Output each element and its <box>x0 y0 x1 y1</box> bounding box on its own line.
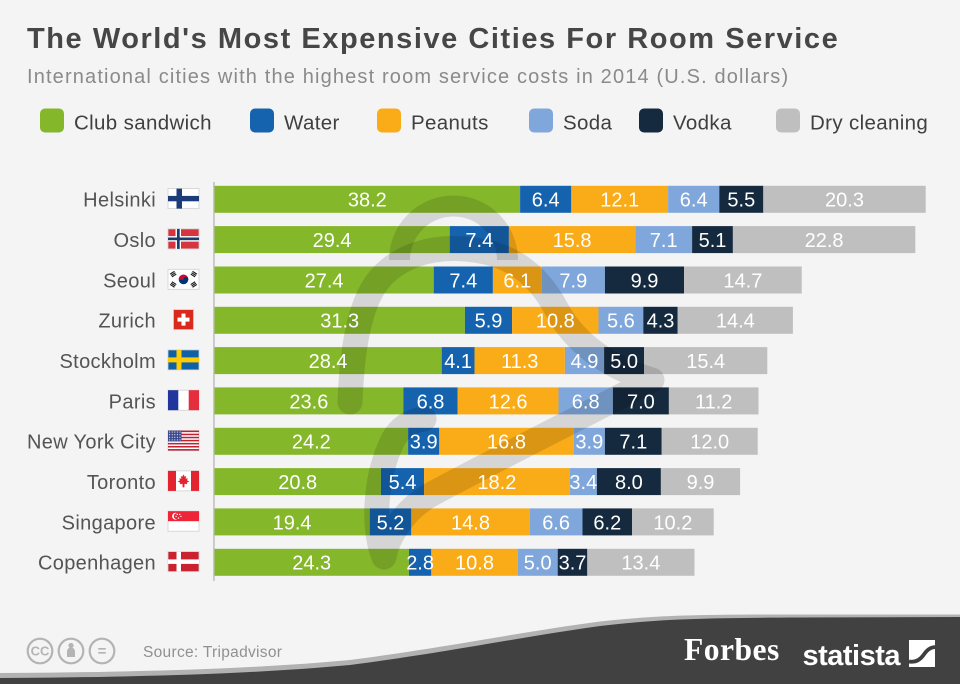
svg-text:7.1: 7.1 <box>619 432 647 454</box>
svg-text:Vodka: Vodka <box>673 112 732 135</box>
svg-text:5.5: 5.5 <box>727 190 755 212</box>
svg-text:statista: statista <box>802 640 901 672</box>
svg-text:24.2: 24.2 <box>292 432 331 454</box>
svg-text:18.2: 18.2 <box>477 472 516 494</box>
svg-text:12.6: 12.6 <box>489 391 528 413</box>
svg-text:4.3: 4.3 <box>647 311 675 333</box>
svg-text:15.8: 15.8 <box>553 230 592 252</box>
svg-text:4.1: 4.1 <box>444 351 472 373</box>
svg-text:Oslo: Oslo <box>113 230 156 252</box>
svg-text:24.3: 24.3 <box>292 553 331 575</box>
svg-text:14.7: 14.7 <box>723 270 762 292</box>
svg-text:10.8: 10.8 <box>455 553 494 575</box>
svg-text:16.8: 16.8 <box>487 432 526 454</box>
svg-text:3.4: 3.4 <box>569 472 597 494</box>
svg-text:11.3: 11.3 <box>501 351 538 373</box>
svg-text:19.4: 19.4 <box>273 512 312 534</box>
svg-text:8.0: 8.0 <box>615 472 643 494</box>
svg-text:4.9: 4.9 <box>571 351 599 373</box>
svg-text:5.6: 5.6 <box>607 311 635 333</box>
svg-text:5.4: 5.4 <box>389 472 417 494</box>
svg-text:9.9: 9.9 <box>687 472 715 494</box>
svg-text:22.8: 22.8 <box>805 230 844 252</box>
svg-text:3.9: 3.9 <box>575 432 603 454</box>
svg-text:Club sandwich: Club sandwich <box>74 112 212 135</box>
svg-text:5.0: 5.0 <box>524 553 552 575</box>
svg-text:14.4: 14.4 <box>716 311 755 333</box>
svg-text:29.4: 29.4 <box>313 230 352 252</box>
svg-text:International cities with the: International cities with the highest ro… <box>27 66 789 88</box>
svg-text:38.2: 38.2 <box>348 190 387 212</box>
svg-text:6.2: 6.2 <box>593 512 621 534</box>
svg-text:New York City: New York City <box>27 432 156 454</box>
svg-text:12.0: 12.0 <box>690 432 729 454</box>
svg-text:Peanuts: Peanuts <box>411 112 489 135</box>
svg-text:13.4: 13.4 <box>621 553 660 575</box>
svg-text:7.1: 7.1 <box>650 230 678 252</box>
svg-text:The World's Most Expensive Cit: The World's Most Expensive Cities For Ro… <box>27 23 839 55</box>
svg-text:6.4: 6.4 <box>532 190 560 212</box>
svg-text:Seoul: Seoul <box>103 270 156 292</box>
svg-text:28.4: 28.4 <box>309 351 348 373</box>
svg-text:Toronto: Toronto <box>87 472 156 494</box>
svg-text:Singapore: Singapore <box>62 512 156 534</box>
svg-text:Water: Water <box>284 112 340 135</box>
svg-text:7.0: 7.0 <box>627 391 655 413</box>
svg-text:20.3: 20.3 <box>825 190 864 212</box>
svg-text:5.1: 5.1 <box>699 230 727 252</box>
svg-text:Copenhagen: Copenhagen <box>38 553 156 575</box>
svg-text:5.0: 5.0 <box>610 351 638 373</box>
svg-text:Dry cleaning: Dry cleaning <box>810 112 928 135</box>
svg-text:7.4: 7.4 <box>449 270 477 292</box>
svg-text:Source: Tripadvisor: Source: Tripadvisor <box>143 644 282 661</box>
svg-text:9.9: 9.9 <box>631 270 659 292</box>
svg-text:20.8: 20.8 <box>278 472 317 494</box>
svg-text:2.8: 2.8 <box>406 553 434 575</box>
svg-text:Soda: Soda <box>563 112 613 135</box>
svg-text:5.9: 5.9 <box>475 311 503 333</box>
svg-text:Helsinki: Helsinki <box>83 190 156 212</box>
svg-text:31.3: 31.3 <box>320 311 359 333</box>
svg-text:Paris: Paris <box>109 391 156 413</box>
svg-text:5.2: 5.2 <box>377 512 405 534</box>
svg-text:7.4: 7.4 <box>465 230 493 252</box>
svg-text:3.7: 3.7 <box>559 553 587 575</box>
svg-text:6.4: 6.4 <box>680 190 708 212</box>
svg-text:7.9: 7.9 <box>559 270 587 292</box>
svg-text:14.8: 14.8 <box>451 512 490 534</box>
svg-text:3.9: 3.9 <box>410 432 438 454</box>
svg-text:12.1: 12.1 <box>600 190 639 212</box>
svg-text:Stockholm: Stockholm <box>59 351 156 373</box>
svg-text:6.1: 6.1 <box>503 270 531 292</box>
svg-text:10.2: 10.2 <box>653 512 692 534</box>
svg-text:27.4: 27.4 <box>305 270 344 292</box>
svg-text:Forbes: Forbes <box>684 632 780 667</box>
svg-text:CC: CC <box>31 644 50 659</box>
svg-text:6.8: 6.8 <box>417 391 445 413</box>
svg-text:11.2: 11.2 <box>695 391 732 413</box>
svg-text:23.6: 23.6 <box>289 391 328 413</box>
svg-text:10.8: 10.8 <box>536 311 575 333</box>
svg-text:=: = <box>98 643 107 660</box>
svg-text:15.4: 15.4 <box>686 351 725 373</box>
svg-text:6.6: 6.6 <box>542 512 570 534</box>
svg-text:6.8: 6.8 <box>572 391 600 413</box>
svg-text:Zurich: Zurich <box>98 311 156 333</box>
